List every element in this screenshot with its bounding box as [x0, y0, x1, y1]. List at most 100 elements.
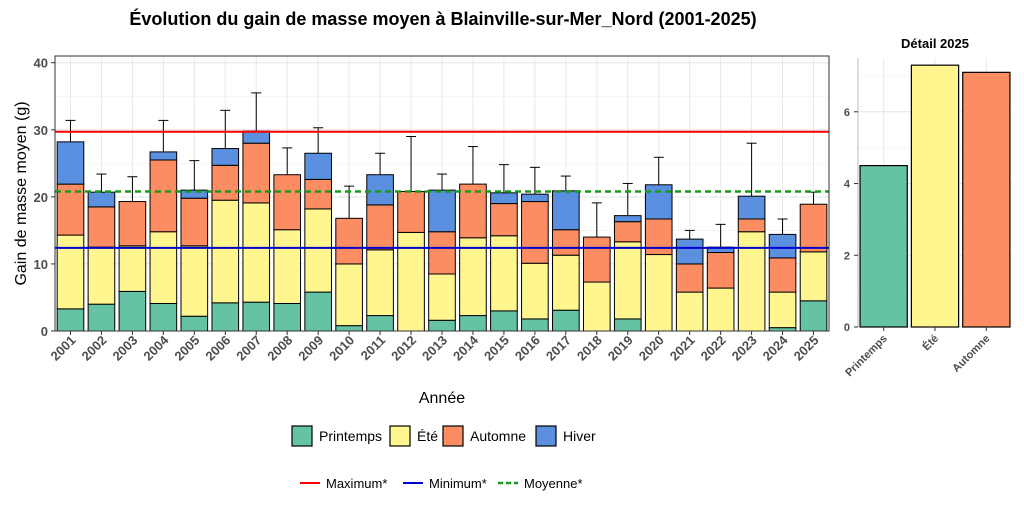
detail-y-tick-label: 4: [844, 179, 851, 191]
bar-segment: [304, 178, 332, 210]
bar-segment: [768, 257, 797, 293]
bar-segment: [366, 174, 394, 206]
detail-y-tick-label: 2: [844, 250, 850, 262]
bar-segment: [273, 303, 302, 332]
bar-segment: [273, 174, 302, 231]
x-tick-label: 2012: [388, 333, 419, 364]
legend-swatch: [291, 425, 313, 447]
x-tick-label: 2007: [233, 333, 264, 364]
detail-y-tick-label: 0: [844, 322, 850, 334]
bar-segment: [428, 273, 456, 321]
bar-segment: [490, 192, 518, 205]
bar-segment: [242, 130, 271, 144]
x-tick-label: 2011: [358, 333, 389, 364]
x-tick-label: 2004: [140, 332, 172, 364]
chart-title: Évolution du gain de masse moyen à Blain…: [129, 8, 756, 29]
detail-x-tick-label: Printemps: [843, 333, 890, 380]
bar-segment: [644, 254, 673, 332]
bar-segment: [613, 318, 642, 332]
bar-segment: [706, 287, 735, 332]
x-tick-label: 2023: [729, 333, 760, 364]
bar-segment: [304, 291, 332, 332]
bar-segment: [459, 315, 487, 332]
bar-segment: [304, 208, 332, 293]
bar-segment: [459, 237, 487, 317]
bar-segment: [242, 301, 271, 332]
detail-bar: [962, 71, 1011, 328]
detail-bar: [910, 64, 960, 328]
x-axis-title: Année: [419, 390, 465, 407]
bar-segment: [706, 252, 735, 289]
x-tick-label: 2001: [48, 333, 79, 364]
bar-segment: [768, 291, 797, 329]
bar-segment: [87, 206, 116, 248]
bar-segment: [397, 231, 425, 332]
bar-segment: [366, 204, 394, 251]
bar-segment: [180, 197, 209, 247]
bar-segment: [644, 218, 673, 256]
bar-segment: [490, 203, 518, 237]
bar-segment: [335, 325, 363, 332]
bar-segment: [552, 229, 580, 256]
bar-segment: [180, 189, 209, 199]
bar-segment: [644, 184, 673, 220]
bar-segment: [552, 190, 580, 231]
bar-segment: [521, 193, 549, 203]
bar-segment: [242, 202, 271, 303]
bar-segment: [149, 159, 178, 233]
bar-segment: [521, 201, 549, 264]
x-tick-label: 2005: [171, 333, 202, 364]
bar-segment: [521, 318, 549, 332]
bar-segment: [552, 254, 580, 311]
bar-segment: [87, 246, 116, 305]
legend-label: Printemps: [319, 428, 382, 444]
bar-segment: [768, 327, 797, 332]
x-tick-label: 2013: [419, 333, 450, 364]
bar-segment: [180, 245, 209, 317]
bar-segment: [149, 151, 178, 161]
y-tick-label: 10: [34, 257, 48, 272]
bar-segment: [737, 231, 766, 332]
legend-line-label: Maximum*: [326, 476, 387, 491]
x-tick-label: 2025: [791, 333, 822, 364]
bar-segment: [428, 189, 456, 233]
detail-bar: [859, 165, 908, 328]
x-tick-label: 2024: [760, 332, 792, 364]
x-tick-label: 2021: [667, 333, 698, 364]
legend-line-label: Moyenne*: [524, 476, 583, 491]
bar-segment: [118, 245, 147, 292]
bar-segment: [428, 319, 456, 332]
bar-segment: [768, 233, 797, 259]
bar-segment: [211, 302, 240, 332]
bar-segment: [582, 236, 611, 283]
bar-segment: [211, 148, 240, 166]
bar-segment: [87, 303, 116, 332]
x-tick-label: 2019: [605, 333, 636, 364]
bar-segment: [521, 262, 549, 320]
bar-segment: [335, 263, 363, 327]
bar-segment: [118, 201, 147, 247]
detail-y-tick-label: 6: [844, 107, 850, 119]
y-axis-title: Gain de masse moyen (g): [13, 101, 30, 285]
x-tick-label: 2015: [481, 333, 512, 364]
bar-segment: [366, 249, 394, 317]
bar-segment: [56, 141, 85, 185]
bar-segment: [273, 229, 302, 304]
bar-segment: [737, 218, 766, 233]
bar-segment: [490, 310, 518, 332]
bar-segment: [304, 152, 332, 180]
bar-segment: [675, 291, 704, 332]
bar-segment: [613, 215, 642, 223]
x-tick-label: 2022: [698, 333, 729, 364]
detail-x-tick-label: Été: [920, 332, 941, 353]
bar-segment: [56, 308, 85, 332]
legend-label: Été: [417, 428, 438, 444]
legend-swatch: [535, 425, 557, 447]
y-tick-label: 0: [41, 324, 48, 339]
bar-segment: [428, 231, 456, 275]
bar-segment: [149, 231, 178, 304]
x-tick-label: 2014: [450, 332, 482, 364]
x-tick-label: 2002: [79, 333, 110, 364]
